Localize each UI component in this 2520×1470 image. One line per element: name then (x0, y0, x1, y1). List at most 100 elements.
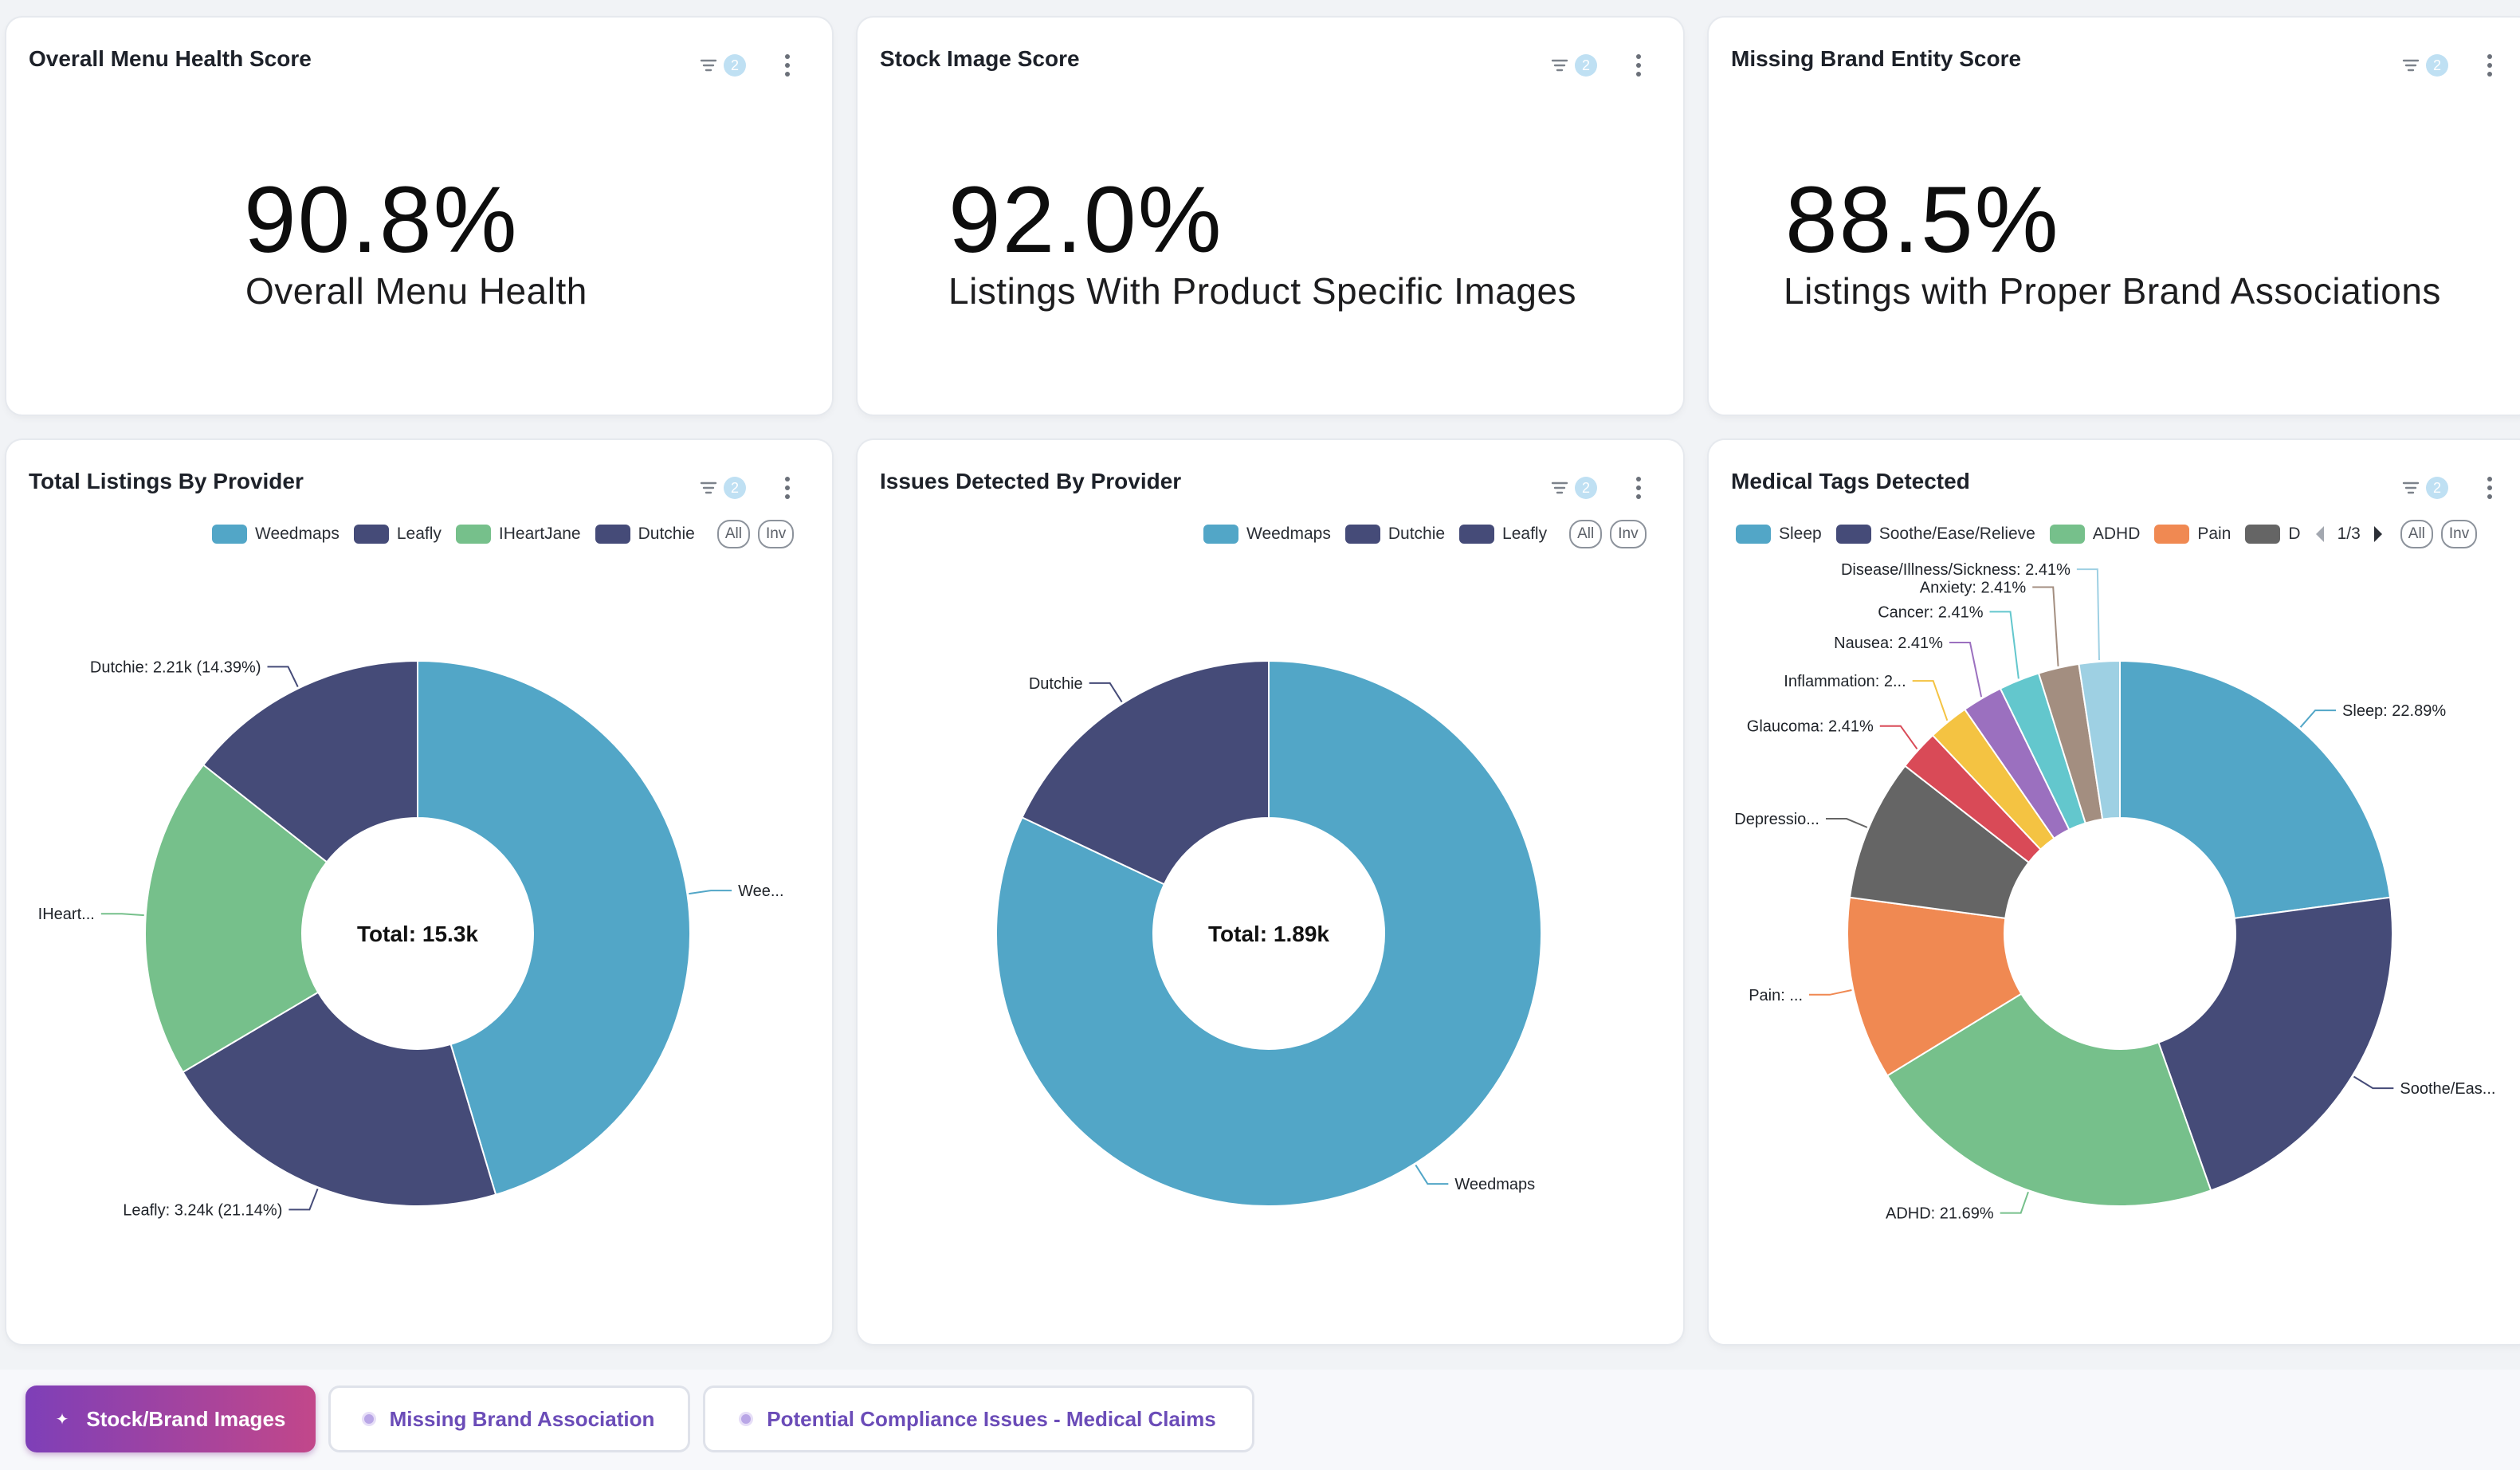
legend-item[interactable]: Leafly (353, 525, 442, 544)
filter-count-badge: 2 (724, 54, 746, 77)
more-options-icon[interactable] (2485, 53, 2494, 78)
legend-item[interactable]: Sleep (1736, 525, 1822, 544)
card-title: Issues Detected By Provider (880, 469, 1182, 493)
tab-potential-compliance-issues[interactable]: Potential Compliance Issues - Medical Cl… (703, 1385, 1254, 1452)
chevron-right-icon[interactable] (2370, 524, 2386, 544)
card-title: Stock Image Score (880, 46, 1080, 71)
legend-page-indicator: 1/3 (2337, 525, 2361, 543)
chart-card-issues-detected: Issues Detected By Provider 2 Weedmaps D… (858, 440, 1683, 1344)
donut-slice[interactable] (1847, 896, 2023, 1077)
label-leader-line (2299, 709, 2337, 728)
kpi-card-missing-brand-entity: Missing Brand Entity Score 2 88.5% Listi… (1709, 18, 2520, 415)
label-leader-line (1879, 725, 1918, 750)
slice-label: IHeart... (38, 906, 95, 923)
chart-card-total-listings: Total Listings By Provider 2 Weedmaps Le… (6, 440, 832, 1344)
more-options-icon[interactable] (2485, 475, 2494, 501)
legend-invert-button[interactable]: Inv (757, 520, 795, 548)
kpi-value: 88.5% (1785, 167, 2060, 273)
legend-swatch (595, 525, 630, 544)
label-leader-line (1415, 1164, 1449, 1185)
more-options-icon[interactable] (783, 53, 792, 78)
slice-label: Sleep: 22.89% (2342, 702, 2446, 720)
slice-label: Glaucoma: 2.41% (1747, 718, 1874, 736)
label-leader-line (2076, 568, 2100, 661)
sparkle-icon: ✦ (55, 1410, 69, 1429)
legend-item[interactable]: Dutchie (1344, 525, 1445, 544)
slice-label: ADHD: 21.69% (1886, 1205, 1994, 1223)
more-options-icon[interactable] (783, 475, 792, 501)
legend-item[interactable]: Weedmaps (1203, 525, 1331, 544)
legend-swatch (1736, 525, 1771, 544)
slice-label: Cancer: 2.41% (1878, 603, 1984, 621)
legend-swatch (2245, 525, 2281, 544)
tab-label: Missing Brand Association (389, 1406, 655, 1431)
chart-card-medical-tags: Medical Tags Detected 2 Sleep Soothe/Eas… (1709, 440, 2520, 1344)
legend-label: Leafly (1502, 525, 1548, 543)
card-title: Overall Menu Health Score (29, 46, 312, 71)
kpi-card-overall-menu-health: Overall Menu Health Score 2 90.8% Overal… (6, 18, 832, 415)
legend-item[interactable]: D (2245, 525, 2301, 544)
legend-select-all-button[interactable]: All (716, 520, 750, 548)
donut-slice[interactable] (995, 659, 1542, 1207)
filter-icon[interactable] (2399, 476, 2423, 500)
legend-label: IHeartJane (498, 525, 581, 543)
donut-chart: Wee... Leafly: 3.24k (21.14%) IHeart... Dut… (38, 658, 784, 1219)
label-leader-line (1989, 611, 2020, 679)
filter-icon[interactable] (697, 53, 720, 77)
legend-invert-button[interactable]: Inv (2440, 520, 2478, 548)
kpi-value: 92.0% (948, 167, 1223, 273)
slice-label: Depressio... (1734, 811, 1819, 828)
slice-label: Inflammation: 2... (1784, 673, 1906, 690)
donut-slice[interactable] (2078, 659, 2121, 820)
tab-dot-icon (741, 1414, 752, 1424)
label-leader-line (1912, 680, 1949, 721)
chart-legend: Weedmaps Dutchie Leafly All Inv (1203, 518, 1647, 550)
legend-item[interactable]: Dutchie (595, 525, 695, 544)
donut-slice[interactable] (1021, 659, 1270, 886)
filter-icon[interactable] (1548, 53, 1572, 77)
donut-slice[interactable] (2119, 659, 2392, 919)
donut-slice[interactable] (2157, 896, 2393, 1192)
chevron-left-icon[interactable] (2312, 524, 2328, 544)
legend-label: Dutchie (638, 525, 695, 543)
label-leader-line (2000, 1191, 2029, 1214)
legend-item[interactable]: IHeartJane (455, 525, 581, 544)
filter-icon[interactable] (1548, 476, 1572, 500)
donut-center-total: Total: 15.3k (357, 922, 478, 946)
tab-stock-brand-images[interactable]: ✦ Stock/Brand Images (26, 1385, 316, 1452)
legend-select-all-button[interactable]: All (2400, 520, 2433, 548)
legend-item[interactable]: ADHD (2049, 525, 2140, 544)
filter-icon[interactable] (2399, 53, 2423, 77)
legend-label: Weedmaps (255, 525, 340, 543)
legend-item[interactable]: Soothe/Ease/Relieve (1835, 525, 2035, 544)
tab-label: Potential Compliance Issues - Medical Cl… (767, 1406, 1216, 1431)
legend-invert-button[interactable]: Inv (1610, 520, 1647, 548)
label-leader-line (1949, 642, 1983, 698)
legend-item[interactable]: Weedmaps (212, 525, 340, 544)
slice-label: Pain: ... (1749, 987, 1803, 1004)
filter-count-badge: 2 (1575, 477, 1597, 499)
donut-slice[interactable] (417, 659, 691, 1196)
donut-center-total: Total: 1.89k (1208, 922, 1329, 946)
more-options-icon[interactable] (1634, 53, 1643, 78)
legend-swatch (455, 525, 491, 544)
legend-swatch (2154, 525, 2190, 544)
slice-label: Wee... (738, 882, 783, 900)
more-options-icon[interactable] (1634, 475, 1643, 501)
tab-missing-brand-association[interactable]: Missing Brand Association (328, 1385, 690, 1452)
label-leader-line (289, 1188, 319, 1211)
card-title: Missing Brand Entity Score (1731, 46, 2022, 71)
legend-item[interactable]: Pain (2154, 525, 2231, 544)
kpi-label: Overall Menu Health (245, 270, 587, 312)
legend-item[interactable]: Leafly (1459, 525, 1547, 544)
donut-slice[interactable] (182, 991, 497, 1207)
slice-label: Nausea: 2.41% (1834, 635, 1943, 652)
filter-icon[interactable] (697, 476, 720, 500)
legend-label: Weedmaps (1246, 525, 1331, 543)
donut-slice[interactable] (1886, 992, 2212, 1207)
legend-swatch (2049, 525, 2085, 544)
donut-slice[interactable] (144, 764, 328, 1074)
donut-slice[interactable] (202, 659, 418, 863)
filter-count-badge: 2 (2426, 54, 2448, 77)
legend-select-all-button[interactable]: All (1569, 520, 1603, 548)
